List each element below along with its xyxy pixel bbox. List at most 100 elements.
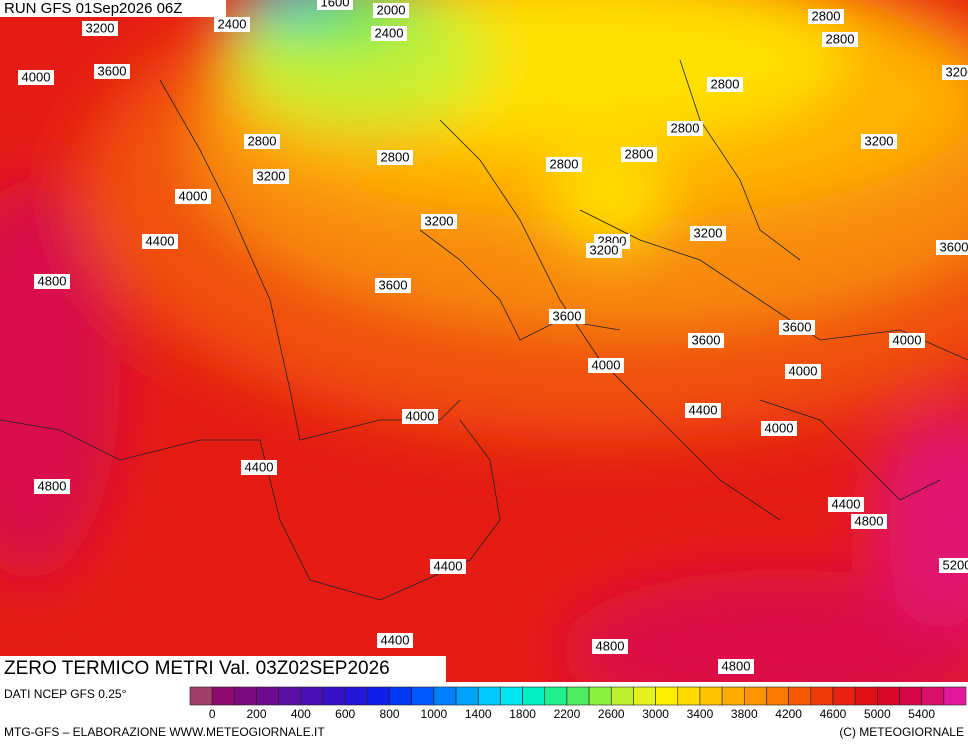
- run-label: RUN GFS 01Sep2026 06Z: [4, 0, 182, 17]
- contour-label: 4800: [722, 658, 751, 673]
- legend-swatch: [588, 686, 612, 706]
- legend-swatch: [877, 686, 900, 706]
- legend-swatch: [810, 686, 834, 706]
- contour-label-bg: [851, 514, 887, 529]
- contour-label: 3200: [865, 133, 894, 148]
- legend-swatch: [477, 686, 501, 706]
- contour-label-bg: [667, 121, 703, 136]
- source-label: DATI NCEP GFS 0.25°: [4, 687, 127, 701]
- contour-label-bg: [779, 320, 815, 335]
- contour-label: 4800: [855, 513, 884, 528]
- legend-label: 400: [291, 707, 311, 721]
- contour-label: 2800: [550, 156, 579, 171]
- legend-label: 1400: [465, 707, 492, 721]
- contour-label-bg: [244, 134, 280, 149]
- contour-label: 4400: [434, 558, 463, 573]
- map-field: 1600 2000 2400 2400 3200 2800 2800 3200 4000 3600…: [0, 0, 968, 682]
- contour-label: 3600: [940, 239, 968, 254]
- contour-label: 2800: [812, 8, 841, 23]
- borders: [0, 59, 968, 601]
- legend-swatch: [943, 686, 967, 706]
- legend-swatch: [766, 686, 789, 706]
- contour-label-bg: [936, 240, 968, 255]
- contour-label-bg: [34, 274, 70, 289]
- contour-label: 4000: [22, 69, 51, 84]
- legend-swatch: [256, 686, 279, 706]
- contour-label-bg: [808, 9, 844, 24]
- legend-label: 1000: [421, 707, 448, 721]
- contour-label: 2800: [711, 76, 740, 91]
- legend-label: 2600: [598, 707, 625, 721]
- contour-label-bg: [690, 226, 726, 241]
- contour-label: 2000: [377, 2, 406, 17]
- contour-label-bg: [142, 234, 178, 249]
- contour-label: 2800: [248, 133, 277, 148]
- legend-swatch: [455, 686, 479, 706]
- contour-label-bg: [828, 497, 864, 512]
- contour-label-bg: [939, 558, 968, 573]
- contour-label-bg: [718, 659, 754, 674]
- legend-label: 5000: [864, 707, 891, 721]
- contour-label: 4400: [146, 233, 175, 248]
- contour-label: 3600: [553, 308, 582, 323]
- contour-label: 2800: [625, 146, 654, 161]
- contour-label: 2800: [381, 149, 410, 164]
- contour-label-bg: [592, 639, 628, 654]
- contour-label: 4400: [245, 459, 274, 474]
- legend-swatch: [721, 686, 745, 706]
- contour-label-bg: [375, 278, 411, 293]
- contour-label-bg: [94, 64, 130, 79]
- contour-label: 3600: [783, 319, 812, 334]
- contour-label-bg: [371, 26, 407, 41]
- contour-label: 4800: [38, 273, 67, 288]
- contour-label-bg: [685, 403, 721, 418]
- legend-swatch: [278, 686, 302, 706]
- map-title: ZERO TERMICO METRI Val. 03Z02SEP2026: [4, 658, 390, 679]
- contour-label: 4800: [596, 638, 625, 653]
- legend-swatch: [854, 686, 878, 706]
- contour-label: 2400: [375, 25, 404, 40]
- legend-swatch: [566, 686, 590, 706]
- legend-label: 5400: [908, 707, 935, 721]
- contour-label: 3600: [379, 277, 408, 292]
- legend-swatch: [899, 686, 922, 706]
- legend-swatch: [411, 686, 435, 706]
- contour-label: 3200: [425, 213, 454, 228]
- contour-label: 3200: [86, 20, 115, 35]
- legend-swatch: [367, 686, 390, 706]
- legend-label: 3800: [731, 707, 758, 721]
- contour-label-bg: [707, 77, 743, 92]
- legend-swatch: [655, 686, 679, 706]
- contour-label-bg: [421, 214, 457, 229]
- contour-label-bg: [861, 134, 897, 149]
- contour-label-bg: [942, 65, 968, 80]
- legend-label: 4600: [820, 707, 847, 721]
- contour-label-bg: [588, 358, 624, 373]
- legend-swatch: [832, 686, 856, 706]
- contour-label-bg: [549, 309, 585, 324]
- legend-swatch: [322, 686, 346, 706]
- legend-label: 0: [209, 707, 216, 721]
- legend-swatch: [788, 686, 812, 706]
- contour-label: 4000: [179, 188, 208, 203]
- contour-label: 4000: [893, 332, 922, 347]
- contour-label: 3600: [692, 332, 721, 347]
- contour-label: 1600: [321, 0, 350, 9]
- contour-label-bg: [317, 0, 353, 10]
- legend-swatch: [211, 686, 235, 706]
- legend-swatch: [522, 686, 546, 706]
- contour-label-bg: [377, 150, 413, 165]
- contour-label: 3200: [694, 225, 723, 240]
- footer-right: (C) METEOGIORNALE: [839, 725, 964, 739]
- contour-label-bg: [430, 559, 466, 574]
- legend-swatch: [389, 686, 413, 706]
- contour-label: 4400: [832, 496, 861, 511]
- contour-label: 2800: [826, 31, 855, 46]
- contour-label-bg: [175, 189, 211, 204]
- contour-label-bg: [586, 243, 622, 258]
- contour-label-bg: [621, 147, 657, 162]
- contour-label: 3200: [257, 168, 286, 183]
- contour-label-bg: [18, 70, 54, 85]
- contour-label: 3600: [98, 63, 127, 78]
